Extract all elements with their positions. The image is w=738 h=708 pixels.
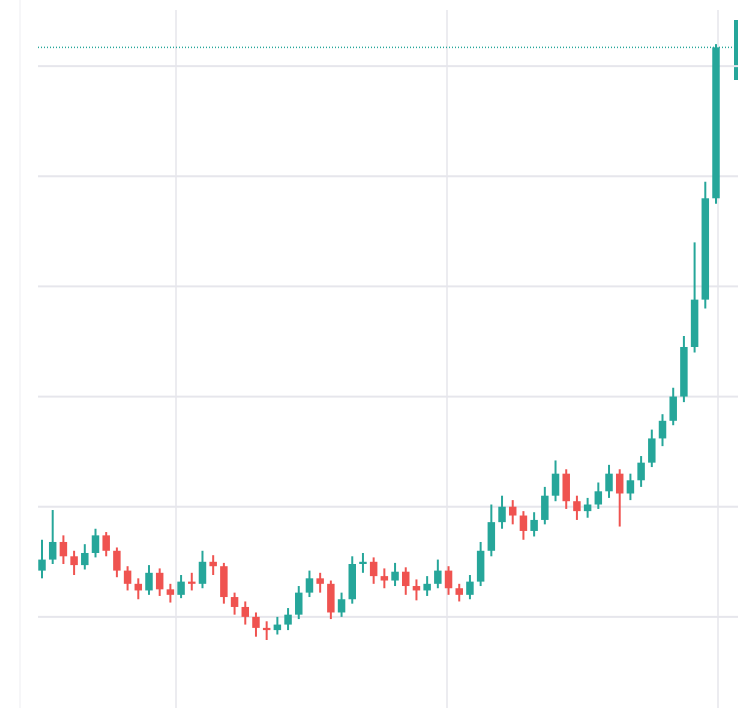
candle-body	[134, 583, 143, 591]
candle-body	[102, 535, 110, 551]
candle-body	[476, 550, 485, 582]
candle-body	[327, 583, 335, 613]
candle-body	[626, 480, 635, 494]
candle-body	[91, 535, 100, 553]
candle-body	[273, 624, 282, 631]
candle-body	[701, 198, 710, 300]
candle-body	[252, 616, 260, 628]
candle-body	[573, 501, 581, 512]
candle-body	[209, 561, 217, 567]
candle-body	[369, 561, 378, 577]
candle-body	[113, 550, 121, 571]
candle-body	[680, 346, 688, 397]
candle-body	[466, 581, 474, 595]
candle-body	[637, 462, 645, 481]
candle-body	[48, 541, 57, 560]
price-label-edge	[734, 20, 738, 80]
candle-body	[508, 506, 517, 516]
candle-body	[177, 581, 185, 595]
candle-body	[434, 570, 442, 584]
candle-body	[295, 592, 303, 615]
candle-body	[498, 506, 506, 523]
candle-body	[70, 556, 78, 566]
candle-body	[380, 576, 389, 581]
candle-body	[145, 572, 153, 591]
candle-body	[316, 578, 324, 584]
candle-body	[519, 515, 528, 531]
candle-body	[658, 420, 667, 439]
candle-body	[241, 606, 250, 617]
candle-body	[455, 588, 463, 595]
candle-body	[188, 581, 196, 584]
candle-body	[155, 572, 164, 590]
candle-body	[220, 566, 228, 598]
candle-body	[81, 552, 89, 566]
candle-body	[551, 473, 560, 496]
candle-body	[359, 561, 367, 564]
candle-body	[402, 571, 410, 587]
candle-body	[444, 570, 453, 589]
candle-body	[284, 614, 292, 625]
candle-body	[348, 564, 356, 600]
candle-body	[541, 495, 549, 520]
candle-body	[615, 473, 624, 494]
candle-body	[423, 583, 431, 591]
candle-body	[412, 586, 421, 591]
candle-body	[59, 541, 68, 557]
candle-body	[594, 491, 603, 505]
candle-body	[583, 504, 592, 512]
candle-body	[391, 571, 399, 581]
candle-body	[605, 473, 613, 492]
candle-body	[198, 561, 207, 584]
candle-body	[38, 559, 46, 571]
candle-body	[530, 519, 538, 531]
candle-body	[337, 599, 346, 613]
candle-body	[648, 438, 656, 463]
candle-body	[487, 522, 496, 551]
candle-body	[262, 627, 271, 631]
candle-body	[123, 570, 132, 584]
candle-body	[690, 299, 699, 347]
candle-body	[230, 597, 239, 607]
candle-body	[669, 396, 677, 421]
candle-body	[562, 473, 570, 502]
candle-body	[712, 47, 720, 199]
candle-body	[305, 578, 314, 593]
candle-body	[166, 589, 175, 595]
